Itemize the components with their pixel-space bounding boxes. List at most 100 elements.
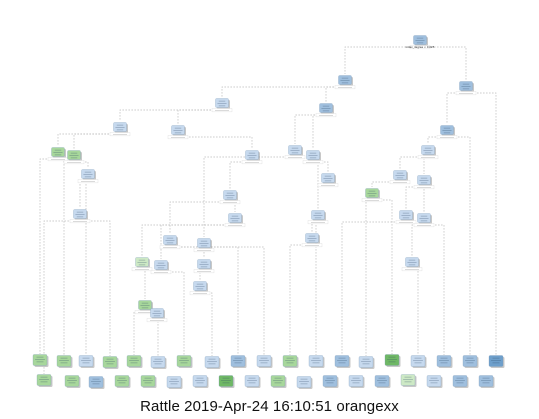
split-node [338, 75, 353, 86]
split-node [288, 145, 303, 156]
split-node [421, 145, 436, 156]
tree-nodes: index_degree < 0.025 [32, 35, 505, 389]
split-node [417, 175, 432, 186]
tree-edge [365, 199, 373, 356]
tree-edge [312, 161, 319, 209]
split-node [306, 150, 321, 161]
split-node [399, 210, 414, 221]
tree-edge [177, 136, 253, 149]
tree-edge [405, 186, 425, 209]
split-node [51, 147, 66, 158]
leaf-node [488, 355, 505, 368]
split-node [311, 210, 326, 221]
leaf-node [140, 375, 157, 388]
leaf-node [230, 355, 247, 368]
tree-edge [119, 109, 223, 121]
tree-edge [199, 292, 213, 356]
split-node [245, 150, 260, 161]
split-node [197, 238, 212, 249]
root-split-rule-text: index_degree < 0.025 [406, 45, 435, 49]
tree-edge [133, 311, 146, 355]
leaf-node [322, 375, 339, 388]
split-node [417, 213, 432, 224]
split-node [197, 259, 212, 270]
leaf-node [436, 355, 453, 368]
leaf-node [114, 375, 131, 388]
footer-caption: Rattle 2019-Apr-24 16:10:51 orangexx [140, 398, 399, 415]
tree-edge [341, 221, 407, 355]
leaf-node [56, 355, 73, 368]
leaf-node [410, 355, 427, 368]
split-node [113, 122, 128, 133]
split-node [393, 170, 408, 181]
leaf-node [244, 375, 261, 388]
leaf-node [282, 355, 299, 368]
split-node [163, 235, 178, 246]
leaf-node [78, 355, 95, 368]
split-node [171, 125, 186, 136]
split-node [305, 233, 320, 244]
tree-edge [446, 92, 467, 124]
leaf-node [426, 375, 443, 388]
tree-edge [411, 268, 419, 355]
split-node [138, 300, 153, 311]
leaf-node [204, 356, 221, 369]
tree-edge [312, 114, 327, 149]
tree-edge [446, 136, 471, 355]
split-node [321, 173, 336, 184]
tree-edge [289, 244, 313, 355]
tree-edge [169, 201, 231, 234]
leaf-node [384, 354, 401, 367]
tree-edge [423, 224, 445, 355]
leaf-node [102, 356, 119, 369]
tree-edge [79, 180, 89, 208]
split-node [440, 125, 455, 136]
leaf-node [358, 356, 375, 369]
leaf-node [308, 355, 325, 368]
tree-edge [141, 268, 146, 299]
leaf-node [270, 375, 287, 388]
split-node [319, 103, 334, 114]
leaf-node [478, 375, 495, 388]
split-node [81, 169, 96, 180]
leaf-node [64, 375, 81, 388]
split-node [193, 281, 208, 292]
leaf-node [126, 355, 143, 368]
leaf-node [374, 375, 391, 388]
tree-edge [294, 114, 327, 144]
tree-edge [79, 220, 111, 356]
split-node [223, 190, 238, 201]
split-node [228, 213, 243, 224]
tree-edge [85, 180, 89, 355]
leaf-node [192, 375, 209, 388]
split-node [154, 260, 169, 271]
leaf-node [256, 355, 273, 368]
tree-edge [43, 220, 81, 374]
split-node [215, 98, 230, 109]
leaf-node [32, 354, 49, 367]
tree-edge [419, 46, 467, 80]
tree-edge [39, 158, 59, 354]
split-node [150, 308, 165, 319]
leaf-node [348, 375, 365, 388]
tree-edge [57, 158, 65, 355]
leaf-node [400, 374, 417, 387]
leaf-node [462, 355, 479, 368]
tree-edge [221, 86, 346, 97]
split-node [413, 35, 428, 46]
split-node [365, 188, 380, 199]
tree-edge [411, 224, 425, 256]
split-node [135, 257, 150, 268]
tree-edges [39, 46, 497, 374]
split-node [459, 81, 474, 92]
tree-edge [465, 92, 497, 355]
leaf-node [176, 355, 193, 368]
tree-edge [229, 161, 253, 189]
leaf-node [150, 356, 167, 369]
split-node [405, 257, 420, 268]
tree-edge [156, 319, 159, 356]
leaf-node [88, 376, 105, 389]
leaf-node [218, 375, 235, 388]
leaf-node [296, 376, 313, 389]
